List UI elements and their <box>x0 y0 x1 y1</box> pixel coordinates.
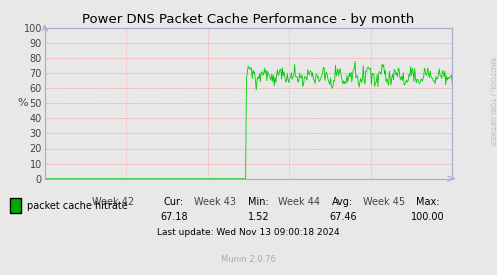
Text: Min:: Min: <box>248 197 269 207</box>
Text: Avg:: Avg: <box>332 197 353 207</box>
Text: Last update: Wed Nov 13 09:00:18 2024: Last update: Wed Nov 13 09:00:18 2024 <box>157 228 340 237</box>
Text: 1.52: 1.52 <box>248 212 269 222</box>
Text: Munin 2.0.76: Munin 2.0.76 <box>221 255 276 264</box>
Text: packet cache hitrate: packet cache hitrate <box>27 200 128 211</box>
Text: Week 45: Week 45 <box>363 197 405 207</box>
Text: Cur:: Cur: <box>164 197 184 207</box>
Text: 100.00: 100.00 <box>411 212 444 222</box>
Text: Week 43: Week 43 <box>194 197 236 207</box>
Text: RRDTOOL / TOBI OETIKER: RRDTOOL / TOBI OETIKER <box>489 57 495 146</box>
Y-axis label: %: % <box>17 98 27 108</box>
Text: Week 44: Week 44 <box>278 197 321 207</box>
Text: Max:: Max: <box>415 197 439 207</box>
Text: 67.46: 67.46 <box>329 212 357 222</box>
Text: Week 42: Week 42 <box>92 197 134 207</box>
Text: 67.18: 67.18 <box>160 212 188 222</box>
Title: Power DNS Packet Cache Performance - by month: Power DNS Packet Cache Performance - by … <box>83 13 414 26</box>
